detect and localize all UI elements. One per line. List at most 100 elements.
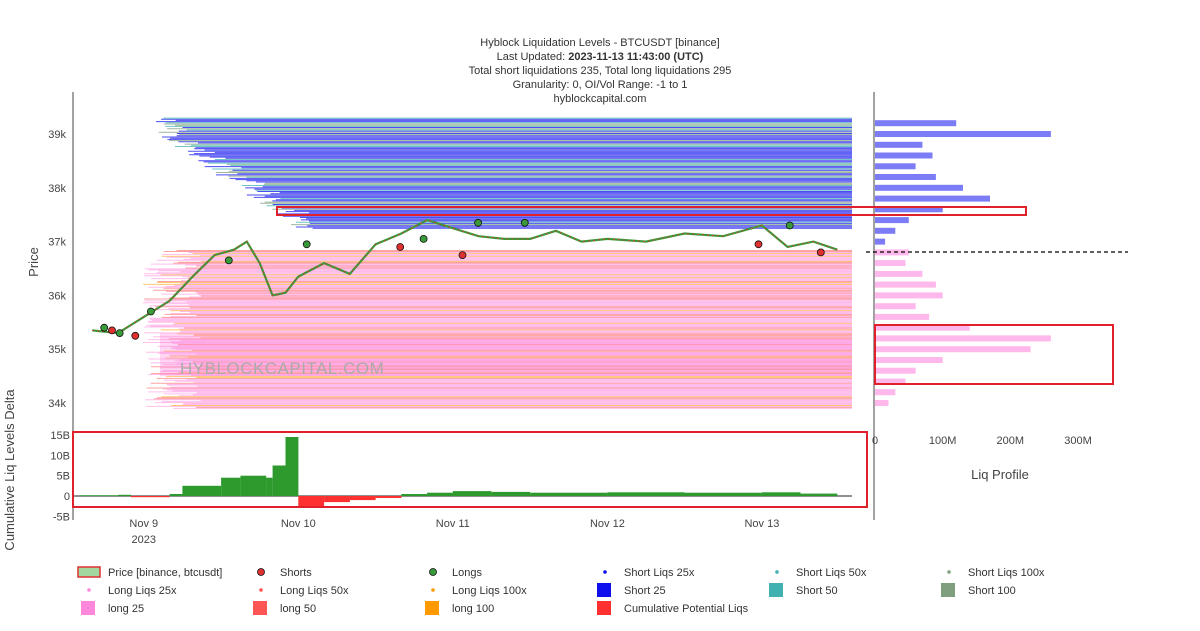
square-icon <box>597 583 611 597</box>
highlight-box-short-cluster <box>276 206 1027 216</box>
legend-item: Long Liqs 50x <box>259 585 349 597</box>
date-x-tick-year: 2023 <box>132 534 156 546</box>
date-x-tick-label: Nov 13 <box>744 518 779 530</box>
cumulative-delta-bar <box>285 437 299 496</box>
cumulative-delta-bar <box>298 496 325 507</box>
date-x-tick-label: Nov 11 <box>436 518 470 530</box>
legend-item: Long Liqs 100x <box>431 585 527 597</box>
profile-long-bar <box>875 249 909 256</box>
cumulative-delta-bar <box>324 496 350 503</box>
cumulative-delta-bar <box>240 475 267 496</box>
square-icon <box>941 583 955 597</box>
longs-marker <box>224 256 233 265</box>
price-layer <box>92 218 838 340</box>
legend-label: Longs <box>452 567 482 579</box>
longs-marker <box>146 307 155 316</box>
legend-label: long 25 <box>108 603 144 615</box>
profile-short-bar <box>875 206 943 213</box>
longs-marker <box>474 218 483 227</box>
profile-short-bar <box>875 152 933 159</box>
profile-long-bar <box>875 303 916 310</box>
profile-short-bar <box>875 184 963 191</box>
legend-item: long 50 <box>253 601 316 615</box>
red-dot-icon <box>257 568 265 576</box>
profile-short-bar <box>875 141 923 148</box>
legend-label: Shorts <box>280 567 312 579</box>
legend-item: Short 100 <box>941 583 1016 597</box>
longs-marker <box>100 323 109 332</box>
cumulative-delta-bar <box>452 491 492 496</box>
legend-item: Short Liqs 25x <box>603 567 695 579</box>
cumulative-y-tick-label: 5B <box>57 471 70 483</box>
chart-title-block: Hyblock Liquidation Levels - BTCUSDT [bi… <box>469 37 732 105</box>
cumulative-delta-layer <box>73 437 852 507</box>
date-x-tick-label: Nov 10 <box>281 518 316 530</box>
cumulative-delta-bar <box>79 495 118 496</box>
profile-long-bar <box>875 324 970 331</box>
price-line-icon <box>77 566 101 578</box>
profile-long-bar <box>875 357 943 363</box>
legend-item: Short Liqs 50x <box>775 567 867 579</box>
legend-item: Longs <box>429 567 482 579</box>
shorts-marker <box>816 248 825 257</box>
cumulative-delta-bar <box>118 494 131 496</box>
cumulative-delta-bar <box>684 492 762 496</box>
shorts-marker <box>458 251 467 260</box>
profile-long-bar <box>875 346 1031 353</box>
cumulative-delta-bar <box>530 492 608 496</box>
longs-marker <box>302 240 311 249</box>
square-icon <box>769 583 783 597</box>
cumulative-delta-bar <box>607 492 685 496</box>
cumulative-delta-bar <box>182 485 221 496</box>
small-dot-icon <box>259 588 263 592</box>
small-dot-icon <box>87 588 91 592</box>
granularity-info: Granularity: 0, OI/Vol Range: -1 to 1 <box>513 79 688 91</box>
profile-short-bar <box>875 120 957 127</box>
profile-long-bar <box>875 367 916 374</box>
profile-long-bar <box>875 335 1051 342</box>
cumulative-delta-bar <box>169 494 183 496</box>
highlight-box-long-profile <box>874 324 1114 385</box>
legend-label: Short 50 <box>796 585 838 597</box>
profile-x-tick-label: 0 <box>872 435 878 447</box>
cumulative-delta-bar <box>491 491 531 496</box>
longs-marker <box>520 218 529 227</box>
cumulative-delta-bar <box>272 465 286 496</box>
legend-item: long 25 <box>81 601 144 615</box>
profile-x-tick-label: 300M <box>1064 435 1092 447</box>
liq-profile-layer <box>875 120 1051 406</box>
longs-marker <box>785 221 794 230</box>
legend-label: Long Liqs 50x <box>280 585 349 597</box>
profile-short-bar <box>875 217 909 224</box>
profile-long-bar <box>875 400 889 406</box>
price-y-tick-label: 37k <box>48 237 66 249</box>
profile-short-bar <box>875 195 990 202</box>
legend-item: Price [binance, btcusdt] <box>77 566 222 579</box>
legend-label: Long Liqs 100x <box>452 585 527 597</box>
longs-marker <box>115 329 124 338</box>
profile-short-bar <box>875 131 1051 137</box>
price-y-tick-label: 34k <box>48 398 66 410</box>
cumulative-delta-bar <box>761 492 801 496</box>
profile-long-bar <box>875 270 923 277</box>
profile-long-bar <box>875 378 906 385</box>
price-y-tick-label: 36k <box>48 290 66 302</box>
legend-item: Short 25 <box>597 583 666 597</box>
y-axis-label-cumulative: Cumulative Liq Levels Delta <box>2 389 17 551</box>
y-axis-label-price: Price <box>26 247 41 277</box>
watermark-text: HYBLOCKCAPITAL.COM <box>180 359 384 378</box>
small-dot-icon <box>775 570 779 574</box>
legend-label: Short 25 <box>624 585 666 597</box>
price-y-tick-label: 38k <box>48 183 66 195</box>
price-y-tick-label: 35k <box>48 344 66 356</box>
price-y-tick-label: 39k <box>48 129 66 141</box>
cumulative-y-tick-label: -5B <box>53 511 70 523</box>
site-url: hyblockcapital.com <box>554 93 647 105</box>
price-series-overlay <box>92 219 838 334</box>
profile-short-bar <box>875 238 886 245</box>
profile-short-bar <box>875 227 896 234</box>
legend-label: Short Liqs 25x <box>624 567 695 579</box>
axes-layer: 34k 35k 36k 37k 38k 39k -5B 0 5B 10B 15B Cumulative… <box>2 129 1092 551</box>
shorts-marker <box>108 326 116 335</box>
